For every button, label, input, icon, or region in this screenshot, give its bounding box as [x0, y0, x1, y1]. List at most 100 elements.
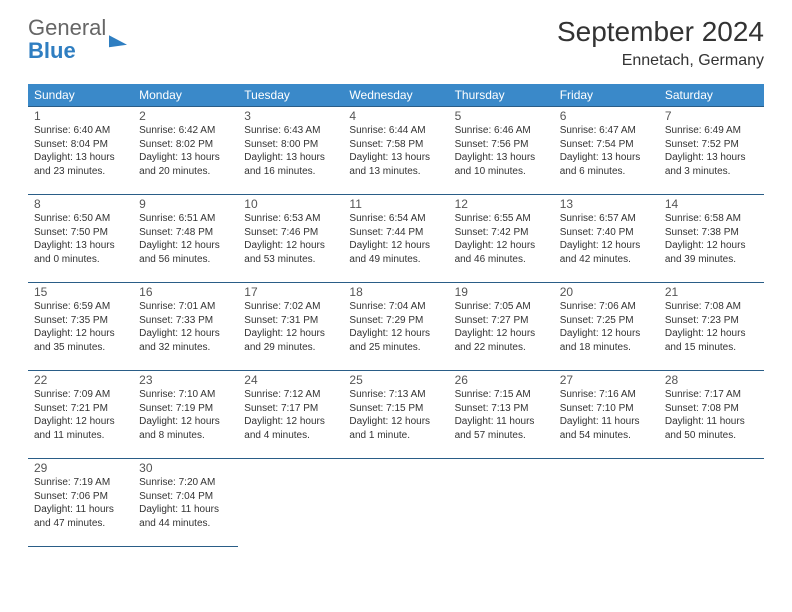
sunset-text: Sunset: 7:08 PM	[665, 402, 758, 416]
daylight-text-2: and 44 minutes.	[139, 517, 232, 531]
daylight-text-1: Daylight: 12 hours	[34, 415, 127, 429]
day-info: Sunrise: 6:59 AMSunset: 7:35 PMDaylight:…	[34, 300, 127, 354]
day-number: 20	[560, 285, 653, 299]
daylight-text-1: Daylight: 12 hours	[244, 415, 337, 429]
day-number: 3	[244, 109, 337, 123]
day-info: Sunrise: 7:06 AMSunset: 7:25 PMDaylight:…	[560, 300, 653, 354]
sunset-text: Sunset: 7:50 PM	[34, 226, 127, 240]
daylight-text-2: and 1 minute.	[349, 429, 442, 443]
sunrise-text: Sunrise: 6:55 AM	[455, 212, 548, 226]
day-number: 26	[455, 373, 548, 387]
calendar-row: 15Sunrise: 6:59 AMSunset: 7:35 PMDayligh…	[28, 283, 764, 371]
sunset-text: Sunset: 7:52 PM	[665, 138, 758, 152]
calendar-row: 1Sunrise: 6:40 AMSunset: 8:04 PMDaylight…	[28, 107, 764, 195]
daylight-text-1: Daylight: 12 hours	[665, 327, 758, 341]
daylight-text-2: and 35 minutes.	[34, 341, 127, 355]
day-info: Sunrise: 7:13 AMSunset: 7:15 PMDaylight:…	[349, 388, 442, 442]
sunset-text: Sunset: 7:35 PM	[34, 314, 127, 328]
daylight-text-2: and 56 minutes.	[139, 253, 232, 267]
daylight-text-1: Daylight: 12 hours	[665, 239, 758, 253]
calendar-cell: 14Sunrise: 6:58 AMSunset: 7:38 PMDayligh…	[659, 195, 764, 283]
daylight-text-2: and 25 minutes.	[349, 341, 442, 355]
day-info: Sunrise: 7:01 AMSunset: 7:33 PMDaylight:…	[139, 300, 232, 354]
daylight-text-2: and 49 minutes.	[349, 253, 442, 267]
calendar-cell: 22Sunrise: 7:09 AMSunset: 7:21 PMDayligh…	[28, 371, 133, 459]
day-number: 23	[139, 373, 232, 387]
logo: General Blue	[28, 16, 127, 62]
calendar-cell	[659, 459, 764, 547]
sunset-text: Sunset: 7:58 PM	[349, 138, 442, 152]
calendar-row: 22Sunrise: 7:09 AMSunset: 7:21 PMDayligh…	[28, 371, 764, 459]
calendar-cell	[449, 459, 554, 547]
day-number: 8	[34, 197, 127, 211]
calendar-cell: 1Sunrise: 6:40 AMSunset: 8:04 PMDaylight…	[28, 107, 133, 195]
day-number: 9	[139, 197, 232, 211]
day-info: Sunrise: 7:04 AMSunset: 7:29 PMDaylight:…	[349, 300, 442, 354]
daylight-text-2: and 8 minutes.	[139, 429, 232, 443]
daylight-text-2: and 10 minutes.	[455, 165, 548, 179]
day-info: Sunrise: 6:50 AMSunset: 7:50 PMDaylight:…	[34, 212, 127, 266]
day-info: Sunrise: 6:43 AMSunset: 8:00 PMDaylight:…	[244, 124, 337, 178]
sunrise-text: Sunrise: 7:08 AM	[665, 300, 758, 314]
calendar-cell: 3Sunrise: 6:43 AMSunset: 8:00 PMDaylight…	[238, 107, 343, 195]
calendar-cell: 9Sunrise: 6:51 AMSunset: 7:48 PMDaylight…	[133, 195, 238, 283]
day-number: 13	[560, 197, 653, 211]
calendar-cell	[238, 459, 343, 547]
daylight-text-1: Daylight: 11 hours	[139, 503, 232, 517]
day-info: Sunrise: 6:40 AMSunset: 8:04 PMDaylight:…	[34, 124, 127, 178]
sunrise-text: Sunrise: 7:06 AM	[560, 300, 653, 314]
daylight-text-1: Daylight: 12 hours	[139, 327, 232, 341]
sunrise-text: Sunrise: 7:15 AM	[455, 388, 548, 402]
daylight-text-1: Daylight: 12 hours	[455, 239, 548, 253]
daylight-text-1: Daylight: 13 hours	[244, 151, 337, 165]
calendar-row: 29Sunrise: 7:19 AMSunset: 7:06 PMDayligh…	[28, 459, 764, 547]
day-number: 11	[349, 197, 442, 211]
sunrise-text: Sunrise: 7:17 AM	[665, 388, 758, 402]
sunset-text: Sunset: 7:04 PM	[139, 490, 232, 504]
day-number: 15	[34, 285, 127, 299]
daylight-text-1: Daylight: 13 hours	[455, 151, 548, 165]
sunset-text: Sunset: 7:54 PM	[560, 138, 653, 152]
day-number: 6	[560, 109, 653, 123]
sunset-text: Sunset: 7:17 PM	[244, 402, 337, 416]
sunset-text: Sunset: 7:38 PM	[665, 226, 758, 240]
daylight-text-2: and 50 minutes.	[665, 429, 758, 443]
day-info: Sunrise: 7:15 AMSunset: 7:13 PMDaylight:…	[455, 388, 548, 442]
day-header: Friday	[554, 84, 659, 107]
day-number: 7	[665, 109, 758, 123]
day-info: Sunrise: 6:46 AMSunset: 7:56 PMDaylight:…	[455, 124, 548, 178]
daylight-text-1: Daylight: 11 hours	[665, 415, 758, 429]
daylight-text-1: Daylight: 12 hours	[455, 327, 548, 341]
calendar-cell: 4Sunrise: 6:44 AMSunset: 7:58 PMDaylight…	[343, 107, 448, 195]
sunset-text: Sunset: 7:42 PM	[455, 226, 548, 240]
sunrise-text: Sunrise: 7:05 AM	[455, 300, 548, 314]
day-header-row: Sunday Monday Tuesday Wednesday Thursday…	[28, 84, 764, 107]
day-number: 12	[455, 197, 548, 211]
sunrise-text: Sunrise: 7:13 AM	[349, 388, 442, 402]
calendar-cell: 8Sunrise: 6:50 AMSunset: 7:50 PMDaylight…	[28, 195, 133, 283]
calendar-cell: 26Sunrise: 7:15 AMSunset: 7:13 PMDayligh…	[449, 371, 554, 459]
day-info: Sunrise: 6:47 AMSunset: 7:54 PMDaylight:…	[560, 124, 653, 178]
daylight-text-1: Daylight: 12 hours	[244, 239, 337, 253]
day-header: Monday	[133, 84, 238, 107]
daylight-text-1: Daylight: 12 hours	[560, 327, 653, 341]
logo-line2: Blue	[28, 38, 76, 63]
daylight-text-2: and 3 minutes.	[665, 165, 758, 179]
daylight-text-2: and 39 minutes.	[665, 253, 758, 267]
calendar-table: Sunday Monday Tuesday Wednesday Thursday…	[28, 84, 764, 547]
calendar-cell: 16Sunrise: 7:01 AMSunset: 7:33 PMDayligh…	[133, 283, 238, 371]
sunset-text: Sunset: 7:31 PM	[244, 314, 337, 328]
sunset-text: Sunset: 8:00 PM	[244, 138, 337, 152]
daylight-text-2: and 57 minutes.	[455, 429, 548, 443]
daylight-text-2: and 23 minutes.	[34, 165, 127, 179]
sunrise-text: Sunrise: 7:01 AM	[139, 300, 232, 314]
sunset-text: Sunset: 7:33 PM	[139, 314, 232, 328]
calendar-cell: 12Sunrise: 6:55 AMSunset: 7:42 PMDayligh…	[449, 195, 554, 283]
day-info: Sunrise: 7:17 AMSunset: 7:08 PMDaylight:…	[665, 388, 758, 442]
daylight-text-1: Daylight: 11 hours	[455, 415, 548, 429]
calendar-cell: 15Sunrise: 6:59 AMSunset: 7:35 PMDayligh…	[28, 283, 133, 371]
daylight-text-1: Daylight: 13 hours	[34, 239, 127, 253]
daylight-text-1: Daylight: 11 hours	[34, 503, 127, 517]
daylight-text-1: Daylight: 13 hours	[34, 151, 127, 165]
day-header: Tuesday	[238, 84, 343, 107]
